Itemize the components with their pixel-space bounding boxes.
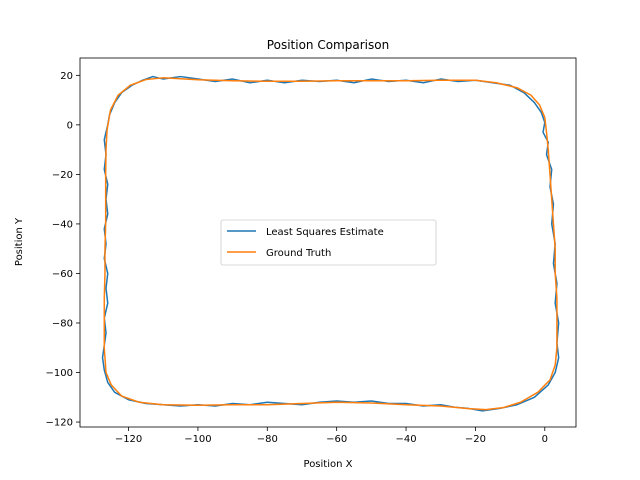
x-tick-label: −120 <box>115 434 142 445</box>
x-tick-label: −20 <box>465 434 486 445</box>
y-tick-label: 0 <box>67 120 73 131</box>
chart-title: Position Comparison <box>267 38 389 52</box>
y-tick-label: 20 <box>60 71 73 82</box>
x-tick-label: −60 <box>326 434 347 445</box>
plot-area-frame <box>79 57 577 428</box>
y-axis-ticks: −120 −100 −80 −60 −40 −20 0 20 <box>46 71 80 429</box>
y-tick-label: −20 <box>52 170 73 181</box>
legend-label-estimate: Least Squares Estimate <box>266 227 384 238</box>
y-tick-label: −80 <box>52 318 73 329</box>
series-layer <box>101 75 560 412</box>
y-tick-label: −40 <box>52 219 73 230</box>
legend: Least Squares Estimate Ground Truth <box>220 219 437 266</box>
x-tick-label: 0 <box>542 434 548 445</box>
x-tick-label: −40 <box>395 434 416 445</box>
x-tick-label: −100 <box>184 434 211 445</box>
x-axis-label: Position X <box>304 459 353 470</box>
x-tick-label: −80 <box>257 434 278 445</box>
series-line-ground-truth <box>103 77 558 411</box>
legend-label-ground-truth: Ground Truth <box>266 248 331 259</box>
legend-box <box>220 219 437 266</box>
y-tick-label: −60 <box>52 269 73 280</box>
y-tick-label: −100 <box>46 368 73 379</box>
y-tick-label: −120 <box>46 418 73 429</box>
y-axis-label: Position Y <box>14 217 25 266</box>
x-axis-ticks: −120 −100 −80 −60 −40 −20 0 <box>115 427 548 445</box>
